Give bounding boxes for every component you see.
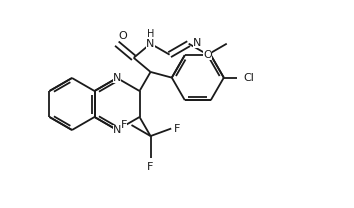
Text: O: O (118, 31, 127, 41)
Text: N: N (193, 38, 201, 48)
Text: N: N (113, 125, 121, 135)
Text: F: F (147, 162, 154, 172)
Text: O: O (203, 50, 212, 60)
Text: F: F (121, 120, 127, 130)
Text: Cl: Cl (243, 73, 254, 83)
Text: N: N (113, 73, 121, 83)
Text: F: F (174, 124, 181, 134)
Text: N: N (146, 39, 155, 49)
Text: H: H (147, 29, 154, 39)
